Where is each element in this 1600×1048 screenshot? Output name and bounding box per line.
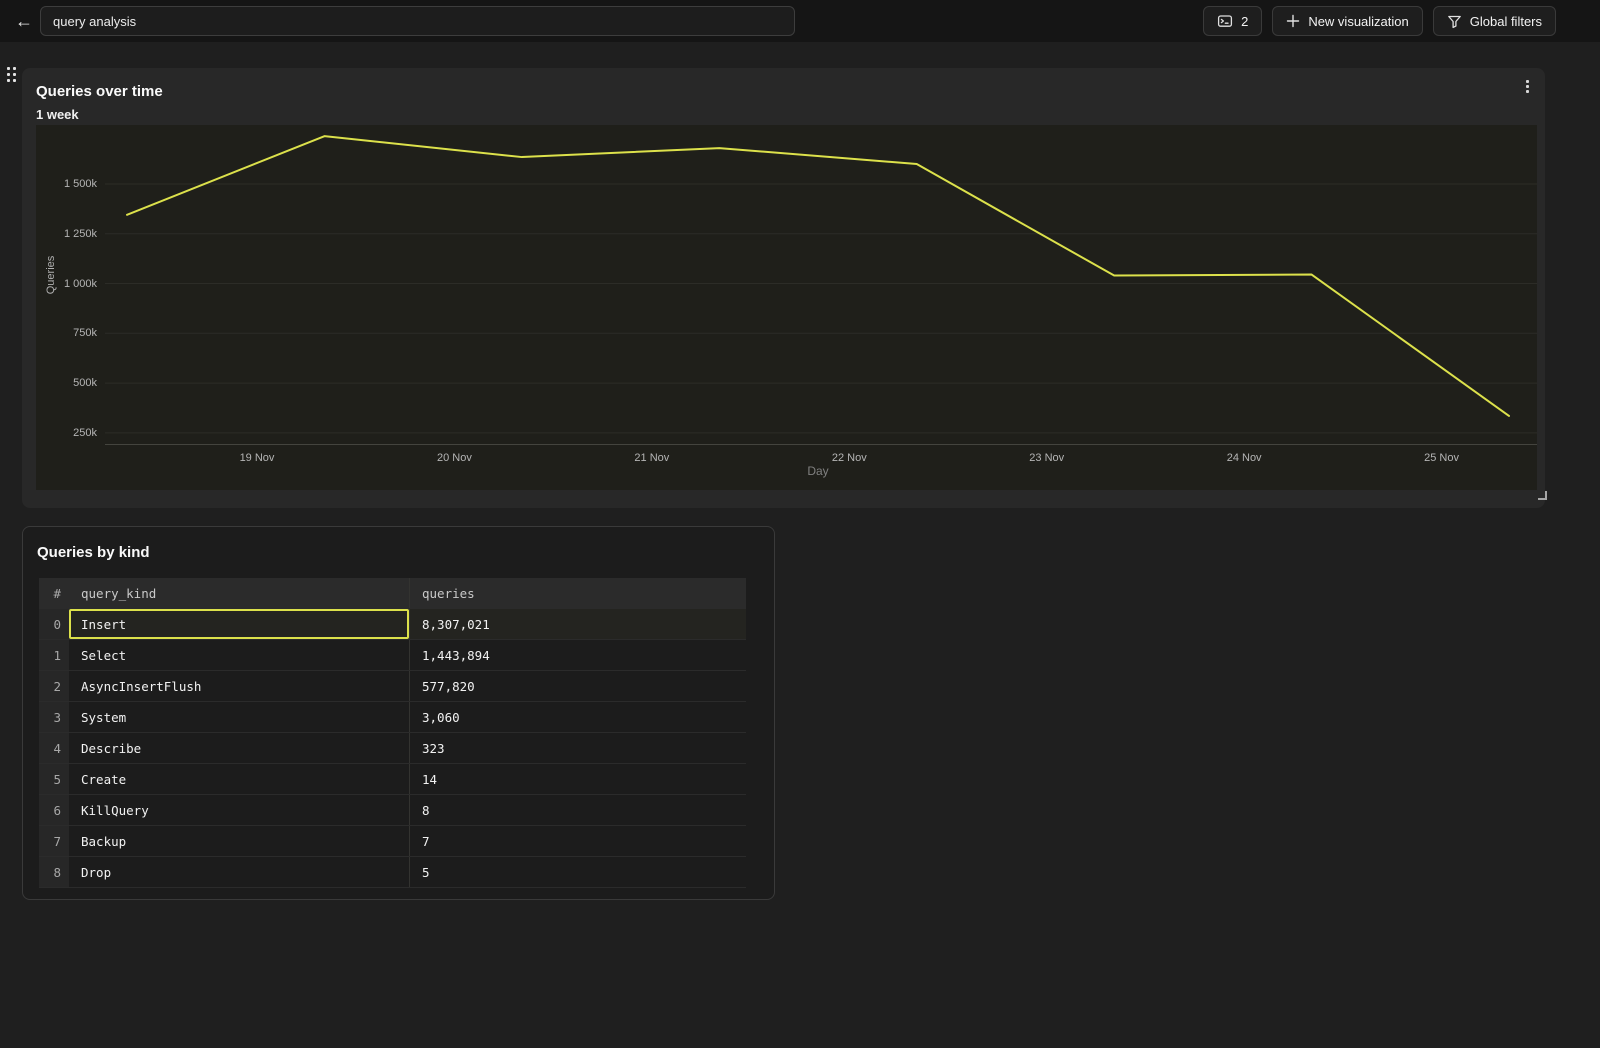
cell-query-kind[interactable]: Describe — [81, 740, 142, 756]
top-bar: ← 2 New visualization — [0, 0, 1600, 42]
queries-line-chart[interactable] — [105, 125, 1537, 445]
row-index: 5 — [39, 764, 69, 794]
cell-query-kind[interactable]: Create — [81, 771, 127, 787]
cell-queries[interactable]: 8,307,021 — [409, 609, 746, 639]
x-axis-tick-label: 24 Nov — [1226, 452, 1262, 464]
column-header-queries[interactable]: queries — [409, 578, 746, 608]
y-axis-tick-label: 1 000k — [63, 277, 97, 290]
table-row[interactable]: 1 Select 1,443,894 — [39, 639, 746, 670]
table-row[interactable]: 0 Insert 8,307,021 — [39, 608, 746, 639]
cell-queries[interactable]: 5 — [409, 857, 746, 887]
chart-title: Queries over time — [36, 83, 163, 100]
cell-query-kind[interactable]: KillQuery — [81, 802, 149, 818]
table-row[interactable]: 7 Backup 7 — [39, 825, 746, 856]
table-row[interactable]: 3 System 3,060 — [39, 701, 746, 732]
queries-by-kind-table: # query_kind queries 0 Insert 8,307,021 1 Se… — [39, 578, 746, 888]
row-index: 4 — [39, 733, 69, 763]
cell-query-kind[interactable]: Drop — [81, 864, 112, 880]
cell-queries[interactable]: 323 — [409, 733, 746, 763]
x-axis-tick-label: 21 Nov — [634, 452, 670, 464]
global-filters-label: Global filters — [1469, 13, 1542, 29]
chart-plot-area[interactable] — [36, 125, 1537, 490]
cell-query-kind[interactable]: Backup — [81, 833, 127, 849]
cell-queries[interactable]: 7 — [409, 826, 746, 856]
row-index: 3 — [39, 702, 69, 732]
row-index: 6 — [39, 795, 69, 825]
panel-drag-handle-icon[interactable] — [7, 67, 20, 82]
visualization-count: 2 — [1241, 13, 1249, 29]
y-axis-tick-label: 500k — [73, 377, 97, 390]
table-panel-queries-by-kind: Queries by kind # query_kind queries 0 In… — [22, 526, 775, 900]
terminal-window-icon — [1217, 13, 1233, 29]
panel-menu-kebab-icon[interactable] — [1520, 79, 1534, 95]
table-row[interactable]: 6 KillQuery 8 — [39, 794, 746, 825]
visualization-count-button[interactable]: 2 — [1203, 6, 1263, 36]
table-row[interactable]: 5 Create 14 — [39, 763, 746, 794]
table-row[interactable]: 4 Describe 323 — [39, 732, 746, 763]
cell-queries[interactable]: 1,443,894 — [409, 640, 746, 670]
table-row[interactable]: 8 Drop 5 — [39, 856, 746, 887]
x-axis-tick-label: 23 Nov — [1029, 452, 1065, 464]
new-visualization-button[interactable]: New visualization — [1272, 6, 1423, 36]
cell-query-kind[interactable]: Select — [81, 647, 127, 663]
table-header-row: # query_kind queries — [39, 578, 746, 608]
cell-query-kind[interactable]: Insert — [69, 609, 409, 639]
new-visualization-label: New visualization — [1308, 13, 1409, 29]
funnel-icon — [1447, 14, 1462, 29]
cell-queries[interactable]: 577,820 — [409, 671, 746, 701]
cell-query-kind[interactable]: System — [81, 709, 127, 725]
x-axis-tick-label: 22 Nov — [831, 452, 867, 464]
y-axis-tick-label: 1 250k — [63, 227, 97, 240]
back-button[interactable]: ← — [10, 0, 38, 42]
column-header-query-kind[interactable]: query_kind — [81, 585, 157, 601]
x-axis-title: Day — [807, 464, 829, 478]
dashboard-title-input[interactable] — [40, 6, 795, 36]
table-row[interactable]: 2 AsyncInsertFlush 577,820 — [39, 670, 746, 701]
table-title: Queries by kind — [37, 544, 150, 561]
x-axis-tick-label: 20 Nov — [436, 452, 472, 464]
cell-queries[interactable]: 3,060 — [409, 702, 746, 732]
row-index: 0 — [39, 609, 69, 639]
y-axis-tick-label: 750k — [73, 327, 97, 340]
y-axis-tick-label: 250k — [73, 426, 97, 439]
row-index: 8 — [39, 857, 69, 887]
cell-queries[interactable]: 14 — [409, 764, 746, 794]
row-index: 1 — [39, 640, 69, 670]
plus-icon — [1286, 14, 1300, 28]
cell-query-kind[interactable]: AsyncInsertFlush — [81, 678, 202, 694]
chart-panel-queries-over-time: Queries over time 1 week Queries Day 250… — [22, 68, 1547, 508]
row-index: 2 — [39, 671, 69, 701]
chart-subtitle: 1 week — [36, 107, 79, 122]
y-axis-tick-label: 1 500k — [63, 177, 97, 190]
topbar-actions: 2 New visualization Global filters — [1203, 6, 1556, 36]
x-axis-tick-label: 25 Nov — [1424, 452, 1459, 464]
column-header-index[interactable]: # — [53, 585, 61, 601]
arrow-left-icon: ← — [15, 10, 33, 31]
panel-resize-handle[interactable] — [1538, 491, 1547, 500]
cell-queries[interactable]: 8 — [409, 795, 746, 825]
x-axis-tick-label: 19 Nov — [239, 452, 275, 464]
global-filters-button[interactable]: Global filters — [1432, 6, 1556, 36]
row-index: 7 — [39, 826, 69, 856]
